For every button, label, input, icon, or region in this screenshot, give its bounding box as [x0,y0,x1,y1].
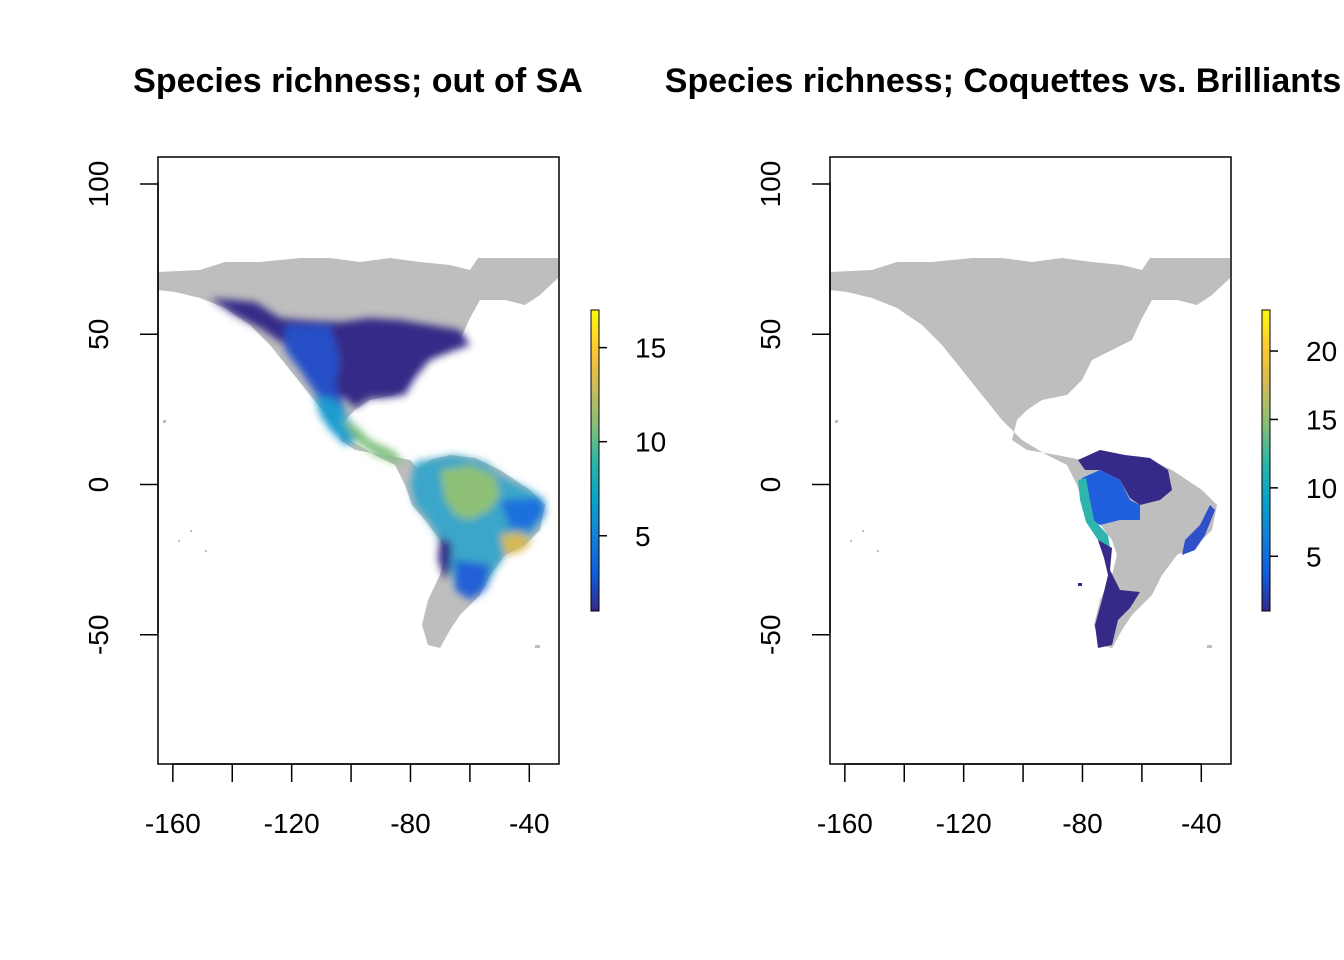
colorbar-ticks: 5 10 15 20 [1270,336,1337,572]
richness-region-patagonia [1095,540,1140,648]
colorbar [1261,309,1271,612]
plot-frame [829,156,1232,765]
richness-region-south-brazil [455,560,490,600]
richness-region-chile [438,535,452,580]
colorbar-tick-label: 5 [1306,541,1322,572]
colorbar [590,309,600,612]
x-axis: -160 -120 -80 -40 [145,763,550,839]
x-tick-label: -120 [264,808,320,839]
richness-region-mexico [315,395,360,445]
panel-title: Species richness; out of SA [133,62,583,100]
richness-region-central-america [340,418,405,465]
colorbar-tick-label: 5 [635,521,651,552]
y-tick-label: -50 [83,615,114,655]
y-ticks: 100 50 0 -50 [83,161,158,655]
y-tick-label: 100 [83,161,114,208]
x-tick-label: -40 [1181,808,1221,839]
panel-title: Species richness; Coquettes vs. Brillian… [665,62,1341,100]
x-tick-label: -160 [817,808,873,839]
colorbar-ticks: 5 10 15 [599,333,666,552]
x-ticks: -160 -120 -80 -40 [817,764,1222,839]
land-basemap [830,258,1230,648]
richness-region-amazon-core [440,465,500,520]
y-axis: 100 50 0 -50 [83,161,159,655]
colorbar-legend: 5 10 15 20 [1261,309,1337,612]
x-tick-label: -160 [145,808,201,839]
richness-region-northeast-brazil [500,498,545,530]
x-axis: -160 -120 -80 -40 [817,763,1222,839]
richness-region-western-amazon [1080,470,1140,525]
y-axis: 100 50 0 -50 [755,161,831,655]
colorbar-tick-label: 15 [1306,404,1337,435]
x-tick-label: -120 [936,808,992,839]
colorbar-tick-label: 10 [635,427,666,458]
map-panel-out-of-sa: Species richness; out of SA [83,62,666,839]
colorbar-tick-label: 15 [635,333,666,364]
richness-region-west-north-america [285,325,345,420]
y-tick-label: 100 [755,161,786,208]
x-ticks: -160 -120 -80 -40 [145,764,550,839]
x-tick-label: -80 [1062,808,1102,839]
x-tick-label: -40 [509,808,549,839]
richness-raster [1078,450,1215,648]
richness-region-north-america [210,298,470,408]
richness-region-east-brazil [500,532,532,555]
y-tick-label: 50 [755,319,786,350]
y-tick-label: -50 [755,615,786,655]
y-tick-label: 50 [83,319,114,350]
map-panel-coquettes-vs-brilliants: Species richness; Coquettes vs. Brillian… [665,62,1341,839]
richness-region-northern-andes [1078,478,1110,548]
y-tick-label: 0 [83,477,114,493]
y-tick-label: 0 [755,477,786,493]
plot-frame [157,156,560,765]
richness-raster [210,298,545,600]
richness-region-guiana [1078,450,1172,505]
colorbar-tick-label: 20 [1306,336,1337,367]
colorbar-legend: 5 10 15 [590,309,666,612]
colorbar-tick-label: 10 [1306,473,1337,504]
land-basemap [158,258,558,648]
x-tick-label: -80 [390,808,430,839]
richness-region-atlantic-forest [1182,505,1215,555]
y-ticks: 100 50 0 -50 [755,161,830,655]
